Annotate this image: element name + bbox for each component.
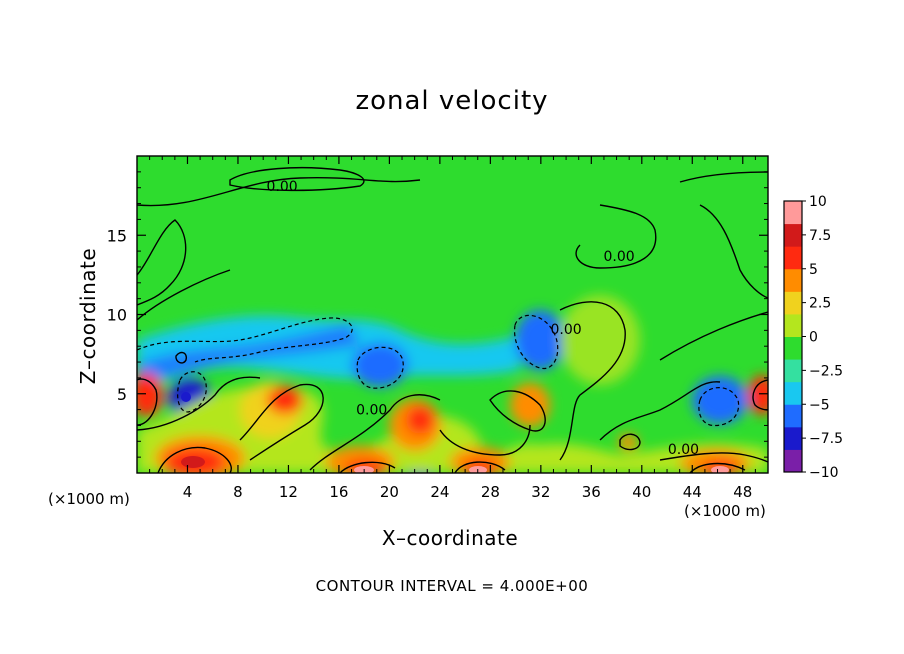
x-tick-label: 48 [733,483,752,501]
heatmap-field [137,156,768,473]
colorbar-tick-label: 0 [809,330,818,346]
colorbar-segment [784,426,802,450]
contour-label: 0.00 [550,322,581,338]
x-tick-label: 40 [632,483,651,501]
contour-lines-negative [137,314,740,427]
x-unit-left: (×1000 m) [48,490,130,508]
x-tick-label: 44 [683,483,702,501]
x-tick-label: 24 [430,483,449,501]
peak-5 [181,456,205,468]
x-tick-label: 16 [329,483,348,501]
colorbar: 10 7.5 5 2.5 0 −2.5 −5 −7.5 −10 [783,194,843,481]
blob-cyan-band [137,315,520,388]
trough-4 [181,392,191,402]
y-tick-label: 10 [107,306,127,325]
blob-orange-31 [510,383,550,427]
y-tick-label: 5 [117,385,127,404]
peak-45 [711,466,729,473]
contour-label: 0.00 [356,403,387,419]
colorbar-segment [784,336,802,360]
x-axis: 4 8 12 16 20 24 28 32 36 40 44 48 [149,156,756,501]
colorbar-segment [784,246,802,270]
blob-lime-36 [560,295,640,385]
blob-red-11 [267,386,303,414]
x-tick-label: 8 [233,483,243,501]
colorbar-segment [784,404,802,428]
blob-blue-19 [352,343,408,387]
colorbar-tick-label: 7.5 [809,228,831,244]
colorbar-tick-label: 10 [809,194,827,210]
contour-labels: 0.00 0.00 0.00 0.00 0.00 [267,179,699,458]
colorbar-segment [784,201,802,225]
colorbar-segment [784,449,802,473]
contour-label: 0.00 [668,442,699,458]
contour-label: 0.00 [603,249,634,265]
contour-label: 0.00 [267,179,298,195]
colorbar-tick-label: 2.5 [809,296,831,312]
colorbar-segment [784,223,802,247]
colorbar-tick-label: −2.5 [809,363,843,379]
blob-red-49 [748,375,768,415]
chart-title: zonal velocity [355,86,549,116]
colorbar-segment [784,291,802,315]
colorbar-tick-label: −10 [809,465,839,481]
colorbar-segment [784,381,802,405]
colorbar-tick-label: −5 [809,397,830,413]
x-tick-label: 36 [582,483,601,501]
x-axis-label: X–coordinate [381,526,519,550]
blob-blue-32 [515,310,565,370]
y-tick-label: 15 [107,226,127,245]
x-tick-label: 20 [380,483,399,501]
blob-orange-40 [618,434,638,450]
contour-interval-note: CONTOUR INTERVAL = 4.000E+00 [315,577,589,595]
colorbar-segment [784,313,802,337]
blob-blue-45 [692,376,748,424]
blob-red-0 [137,373,163,417]
colorbar-segment [784,359,802,383]
x-tick-label: 28 [481,483,500,501]
colorbar-tick-label: 5 [809,262,818,278]
colorbar-tick-label: −7.5 [809,431,843,447]
blob-red-22 [406,406,434,434]
y-axis-label: Z–coordinate [76,247,100,385]
blob-blue-band [137,325,360,380]
x-unit-right: (×1000 m) [684,502,766,520]
contour-lines [137,167,768,473]
colorbar-segment [784,268,802,292]
x-tick-label: 32 [531,483,550,501]
x-tick-label: 4 [183,483,193,501]
x-tick-label: 12 [279,483,298,501]
y-axis: 5 10 15 [107,171,768,458]
